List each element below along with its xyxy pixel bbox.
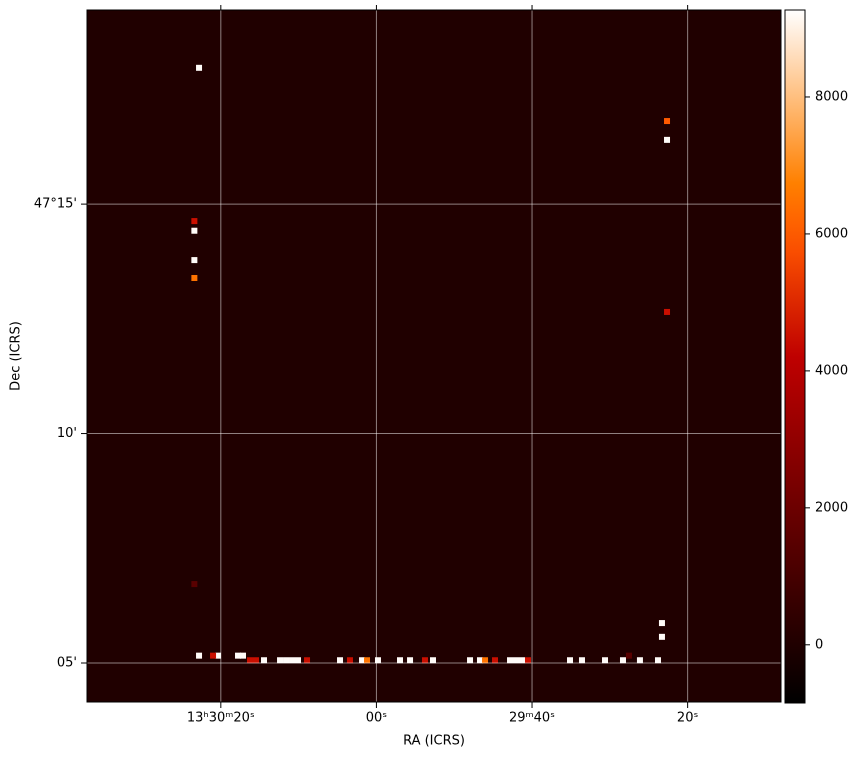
x-tick-label: 20ˢ <box>677 711 699 726</box>
colorbar-tick-label: 8000 <box>815 89 848 104</box>
pixel <box>507 657 514 664</box>
pixel <box>337 657 344 664</box>
pixel <box>518 657 525 664</box>
pixel <box>619 657 626 664</box>
pixel <box>252 657 259 664</box>
pixel <box>191 257 198 264</box>
pixel <box>467 657 474 664</box>
pixel <box>664 136 671 143</box>
pixel <box>578 657 585 664</box>
pixel <box>246 657 253 664</box>
colorbar-tick-label: 0 <box>815 637 823 652</box>
x-tick-label: 13ʰ30ᵐ20ˢ <box>187 711 255 726</box>
x-axis-label: RA (ICRS) <box>403 734 465 749</box>
pixel <box>513 657 520 664</box>
pixel <box>397 657 404 664</box>
pixel <box>295 657 302 664</box>
pixel <box>429 657 436 664</box>
pixel <box>191 218 198 225</box>
pixel <box>566 657 573 664</box>
pixel <box>625 652 632 659</box>
pixel <box>346 657 353 664</box>
pixel <box>283 657 290 664</box>
pixel <box>491 657 498 664</box>
y-axis-label: Dec (ICRS) <box>9 321 24 391</box>
pixel <box>235 652 242 659</box>
pixel <box>421 657 428 664</box>
pixel <box>215 652 222 659</box>
colorbar-tick-label: 2000 <box>815 500 848 515</box>
pixel <box>664 118 671 125</box>
pixel <box>210 652 217 659</box>
pixel <box>654 657 661 664</box>
pixel <box>364 657 371 664</box>
pixel <box>636 657 643 664</box>
pixel <box>374 657 381 664</box>
colorbar-tick-label: 6000 <box>815 226 848 241</box>
pixel <box>476 657 483 664</box>
pixel <box>602 657 609 664</box>
pixel <box>664 308 671 315</box>
pixel <box>658 633 665 640</box>
pixel <box>239 652 246 659</box>
pixel <box>196 652 203 659</box>
colorbar-tick-label: 4000 <box>815 363 848 378</box>
pixel <box>482 657 489 664</box>
y-tick-label: 10' <box>57 426 77 441</box>
image-background <box>87 10 781 702</box>
pixel <box>277 657 284 664</box>
pixel <box>407 657 414 664</box>
pixel <box>191 274 198 281</box>
pixel <box>191 227 198 234</box>
pixel <box>658 620 665 627</box>
pixel <box>196 64 203 71</box>
pixel <box>289 657 296 664</box>
pixel <box>524 657 531 664</box>
pixel <box>191 581 198 588</box>
y-tick-label: 05' <box>57 655 77 670</box>
plot-frame <box>86 9 782 703</box>
pixel <box>359 657 366 664</box>
colorbar <box>784 9 806 704</box>
y-tick-label: 47°15' <box>34 197 77 212</box>
x-tick-label: 00ˢ <box>366 711 388 726</box>
pixel <box>304 657 311 664</box>
x-tick-label: 29ᵐ40ˢ <box>509 711 555 726</box>
pixel <box>261 657 268 664</box>
